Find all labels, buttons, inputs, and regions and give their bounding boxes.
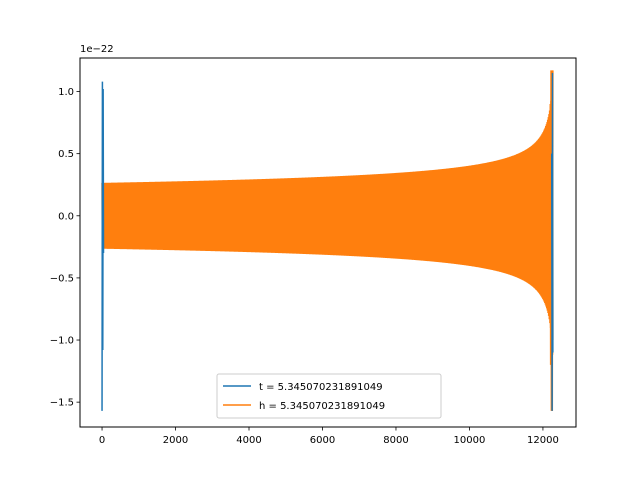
x-tick-label: 0 [99, 435, 105, 446]
legend-box [216, 373, 442, 419]
series-t-start [101, 81, 105, 411]
x-tick-label: 2000 [163, 435, 188, 446]
y-tick-label: −0.5 [50, 273, 74, 284]
y-offset-label: 1e−22 [80, 44, 114, 55]
y-axis: 1.0 0.5 0.0 −0.5 −1.0 −1.5 [50, 87, 80, 409]
x-axis: 0 2000 4000 6000 8000 10000 12000 [99, 427, 559, 446]
legend-entry: h = 5.345070231891049 [259, 401, 385, 412]
plot-frame [79, 57, 577, 428]
x-tick-label: 12000 [527, 435, 559, 446]
series-h-line [101, 70, 554, 355]
legend: t = 5.345070231891049 h = 5.3450702318910… [216, 373, 442, 419]
y-tick-label: 0.0 [58, 211, 74, 222]
y-tick-label: −1.5 [50, 398, 74, 409]
x-tick-label: 10000 [454, 435, 486, 446]
x-tick-label: 6000 [310, 435, 335, 446]
y-tick-label: 1.0 [58, 87, 74, 98]
x-tick-label: 8000 [383, 435, 408, 446]
series-t-end [551, 72, 554, 411]
y-tick-label: −1.0 [50, 336, 74, 347]
x-tick-label: 4000 [236, 435, 261, 446]
legend-entry: t = 5.345070231891049 [259, 382, 383, 393]
y-tick-label: 0.5 [58, 149, 74, 160]
